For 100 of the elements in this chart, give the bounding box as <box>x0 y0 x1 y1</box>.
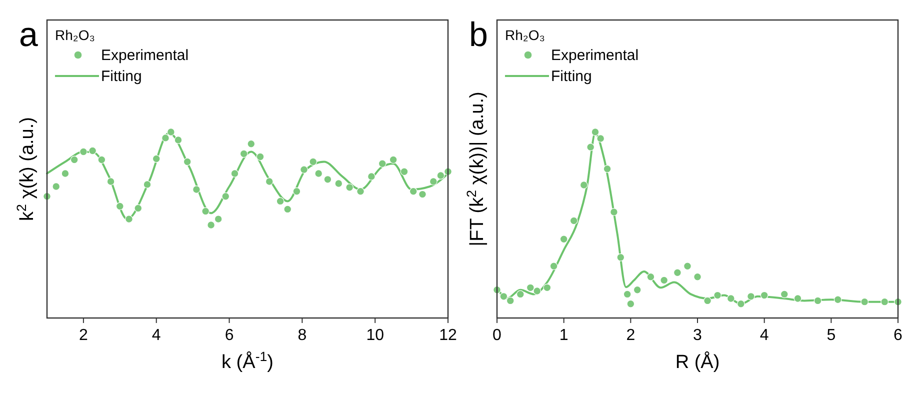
point <box>834 296 842 304</box>
point <box>183 158 192 166</box>
point <box>704 296 712 305</box>
point <box>418 190 426 198</box>
point <box>626 300 635 308</box>
point <box>694 272 702 281</box>
point <box>162 134 170 142</box>
point <box>814 296 822 305</box>
point <box>760 291 768 300</box>
point <box>580 181 588 189</box>
point <box>586 143 595 152</box>
point <box>533 287 542 295</box>
point <box>673 268 682 277</box>
point <box>543 284 552 292</box>
point <box>334 180 343 188</box>
legend-title: Rh₂O₃ <box>55 27 95 43</box>
point <box>646 272 655 281</box>
point <box>436 172 445 180</box>
point <box>192 186 200 194</box>
point <box>500 292 508 300</box>
x-tick-label: 2 <box>79 327 88 344</box>
point <box>429 178 438 186</box>
chart-title: b <box>469 16 488 54</box>
point <box>314 170 323 178</box>
point <box>207 221 215 229</box>
point <box>134 204 142 212</box>
point <box>367 172 376 180</box>
point <box>214 215 222 223</box>
point <box>240 150 248 158</box>
point <box>570 216 578 225</box>
point <box>143 180 152 188</box>
x-tick-label: 8 <box>298 327 307 344</box>
point <box>726 294 735 302</box>
point <box>80 148 88 156</box>
x-tick-label: 0 <box>492 327 502 344</box>
point <box>378 160 386 168</box>
legend-label: Fitting <box>101 68 142 85</box>
point <box>794 294 802 302</box>
x-tick-label: 3 <box>693 327 702 344</box>
x-tick-label: 2 <box>626 327 636 344</box>
point <box>324 175 332 184</box>
point <box>633 286 642 294</box>
point <box>550 262 558 270</box>
x-tick-label: 4 <box>152 327 161 344</box>
point <box>174 136 182 144</box>
x-tick-label: 6 <box>224 327 234 344</box>
point <box>265 178 274 186</box>
point <box>166 128 175 136</box>
point <box>52 182 60 190</box>
point <box>409 187 418 196</box>
point <box>88 146 97 155</box>
point <box>300 166 308 174</box>
x-tick-label: 10 <box>366 327 384 344</box>
x-axis-title: R (Å) <box>675 351 720 373</box>
point <box>660 276 668 284</box>
point <box>346 183 354 192</box>
point <box>125 215 133 223</box>
legend-title: Rh₂O₃ <box>505 27 545 43</box>
point <box>152 154 160 163</box>
chart-title: a <box>19 16 38 54</box>
x-tick-label: 6 <box>894 327 903 344</box>
point <box>880 298 889 306</box>
x-tick-label: 1 <box>559 327 568 344</box>
point <box>400 168 408 176</box>
point <box>222 192 230 200</box>
point <box>106 178 115 186</box>
point <box>230 170 239 178</box>
point <box>596 134 605 142</box>
point <box>516 290 524 298</box>
point <box>860 298 869 306</box>
point <box>780 290 788 298</box>
legend-label: Fitting <box>551 68 592 85</box>
point <box>560 235 568 244</box>
point <box>202 207 210 216</box>
point <box>736 300 745 308</box>
point <box>610 208 618 216</box>
point <box>389 156 398 164</box>
point <box>356 187 364 196</box>
point <box>70 156 78 164</box>
x-axis-title: k (Å$^{-1}$) <box>222 348 274 373</box>
point <box>684 262 692 270</box>
point <box>292 187 301 196</box>
legend-label: Experimental <box>551 47 639 64</box>
x-tick-label: 5 <box>826 327 836 344</box>
point <box>247 140 256 148</box>
point <box>591 128 600 136</box>
point <box>309 158 318 166</box>
point <box>506 296 514 305</box>
point <box>98 156 106 164</box>
x-tick-label: 12 <box>439 327 457 344</box>
point <box>603 164 612 173</box>
point <box>61 170 70 178</box>
point <box>714 291 722 300</box>
point <box>616 253 625 262</box>
point <box>526 284 534 292</box>
point <box>276 197 284 206</box>
point <box>116 202 124 210</box>
point <box>623 290 632 298</box>
legend-label: Experimental <box>101 47 189 64</box>
x-tick-label: 4 <box>760 327 769 344</box>
